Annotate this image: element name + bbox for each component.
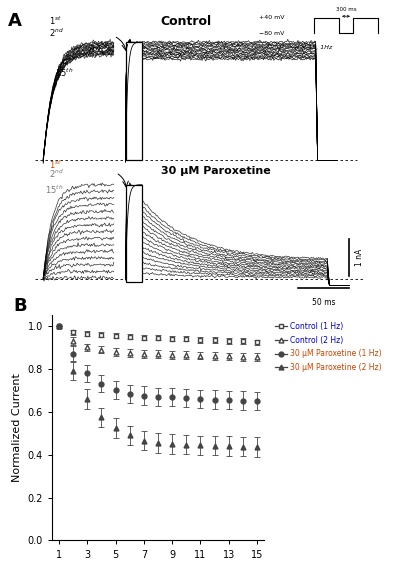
Text: Control: Control xyxy=(161,15,212,28)
Text: 1 nA: 1 nA xyxy=(355,249,364,266)
Text: A: A xyxy=(8,12,22,30)
Text: 2$^{nd}$: 2$^{nd}$ xyxy=(49,168,64,180)
Text: 1$^{st}$: 1$^{st}$ xyxy=(49,15,62,27)
Text: 30 μM Paroxetine: 30 μM Paroxetine xyxy=(161,167,270,176)
Text: 15$^{th}$: 15$^{th}$ xyxy=(55,66,73,79)
Text: 1$^{st}$: 1$^{st}$ xyxy=(49,159,62,171)
Text: 15$^{th}$: 15$^{th}$ xyxy=(45,183,64,195)
Text: 50 ms: 50 ms xyxy=(312,298,335,307)
Text: n = 15, 1Hz: n = 15, 1Hz xyxy=(295,45,332,50)
Text: 300 ms: 300 ms xyxy=(336,7,356,12)
Text: 2$^{nd}$: 2$^{nd}$ xyxy=(49,27,64,39)
Bar xyxy=(126,42,142,160)
Text: +40 mV: +40 mV xyxy=(259,15,284,20)
Text: −80 mV: −80 mV xyxy=(259,32,284,37)
Y-axis label: Normalized Current: Normalized Current xyxy=(12,373,22,482)
Legend: Control (1 Hz), Control (2 Hz), 30 μM Paroxetine (1 Hz), 30 μM Paroxetine (2 Hz): Control (1 Hz), Control (2 Hz), 30 μM Pa… xyxy=(272,319,385,375)
Text: B: B xyxy=(14,297,28,315)
Bar xyxy=(126,185,142,282)
